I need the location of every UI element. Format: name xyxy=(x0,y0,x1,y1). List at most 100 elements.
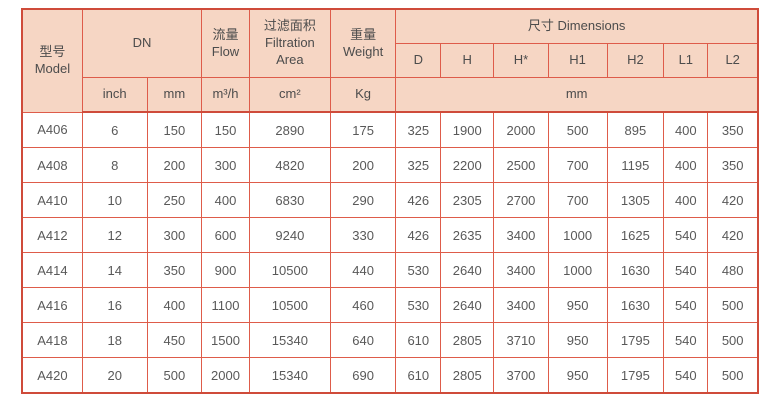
cell-flow: 600 xyxy=(201,217,250,253)
cell-dim-h: 2640 xyxy=(440,287,495,323)
cell-dim-d: 426 xyxy=(395,217,442,253)
table-header: 型号 Model DN 流量 Flow 过滤面积 Filtration Area… xyxy=(21,8,759,113)
cell-dim-l2: 500 xyxy=(707,287,759,323)
header-dn: DN xyxy=(81,8,203,78)
unit-inch: inch xyxy=(81,77,148,113)
header-filtration-area: 过滤面积 Filtration Area xyxy=(248,8,331,78)
cell-dim-hstar: 3700 xyxy=(493,357,549,394)
cell-weight: 175 xyxy=(329,111,397,148)
header-dim-hstar: H* xyxy=(493,43,549,78)
cell-dim-d: 325 xyxy=(395,111,442,148)
cell-dim-l2: 420 xyxy=(707,182,759,218)
cell-model: A418 xyxy=(21,322,83,358)
header-dim-h2: H2 xyxy=(606,43,665,78)
cell-dim-h2: 1795 xyxy=(606,322,665,358)
cell-flow: 900 xyxy=(201,252,250,288)
cell-filtration-area: 9240 xyxy=(248,217,331,253)
cell-dim-hstar: 3710 xyxy=(493,322,549,358)
cell-dim-h1: 1000 xyxy=(547,252,608,288)
cell-model: A412 xyxy=(21,217,83,253)
cell-dim-l2: 350 xyxy=(707,147,759,183)
header-weight-cn: 重量 xyxy=(350,26,377,42)
cell-dim-hstar: 2500 xyxy=(493,147,549,183)
cell-weight: 290 xyxy=(329,182,397,218)
cell-dim-l1: 540 xyxy=(663,252,709,288)
header-filtration-cn: 过滤面积 xyxy=(263,18,316,34)
cell-dim-h1: 500 xyxy=(547,111,608,148)
cell-flow: 2000 xyxy=(201,357,250,394)
cell-dim-h1: 950 xyxy=(547,357,608,394)
cell-dim-hstar: 3400 xyxy=(493,287,549,323)
header-dimensions: 尺寸 Dimensions xyxy=(395,8,759,44)
cell-dim-hstar: 2000 xyxy=(493,111,549,148)
cell-flow: 1100 xyxy=(201,287,250,323)
table-row: A408 8 200 300 4820 200 325 2200 2500 70… xyxy=(21,147,759,183)
header-filtration-en: Filtration Area xyxy=(264,35,315,67)
cell-dn-inch: 6 xyxy=(81,111,148,148)
cell-dim-h: 2640 xyxy=(440,252,495,288)
cell-filtration-area: 6830 xyxy=(248,182,331,218)
cell-flow: 1500 xyxy=(201,322,250,358)
header-model-en: Model xyxy=(34,60,71,76)
cell-dim-h: 2805 xyxy=(440,322,495,358)
cell-dim-h1: 950 xyxy=(547,287,608,323)
cell-dim-h2: 1795 xyxy=(606,357,665,394)
cell-dim-l2: 500 xyxy=(707,357,759,394)
cell-dn-inch: 20 xyxy=(81,357,148,394)
cell-dn-mm: 500 xyxy=(146,357,203,394)
cell-weight: 690 xyxy=(329,357,397,394)
cell-dim-l1: 540 xyxy=(663,322,709,358)
cell-weight: 640 xyxy=(329,322,397,358)
header-dim-l2: L2 xyxy=(707,43,759,78)
table-row: A420 20 500 2000 15340 690 610 2805 3700… xyxy=(21,357,759,394)
cell-dim-l1: 540 xyxy=(663,217,709,253)
header-flow-en: Flow xyxy=(211,43,240,59)
cell-filtration-area: 2890 xyxy=(248,111,331,148)
cell-dim-hstar: 3400 xyxy=(493,252,549,288)
cell-dn-inch: 16 xyxy=(81,287,148,323)
cell-model: A410 xyxy=(21,182,83,218)
cell-filtration-area: 10500 xyxy=(248,252,331,288)
table-row: A416 16 400 1100 10500 460 530 2640 3400… xyxy=(21,287,759,323)
cell-dn-mm: 450 xyxy=(146,322,203,358)
cell-dim-d: 530 xyxy=(395,287,442,323)
cell-dim-h: 1900 xyxy=(440,111,495,148)
unit-weight: Kg xyxy=(329,77,397,113)
table-row: A410 10 250 400 6830 290 426 2305 2700 7… xyxy=(21,182,759,218)
cell-model: A406 xyxy=(21,111,83,148)
cell-dn-mm: 250 xyxy=(146,182,203,218)
cell-filtration-area: 15340 xyxy=(248,357,331,394)
cell-dn-mm: 150 xyxy=(146,111,203,148)
cell-dn-mm: 350 xyxy=(146,252,203,288)
header-dim-d: D xyxy=(395,43,442,78)
header-row-dims: D H H* H1 H2 L1 L2 xyxy=(22,43,759,78)
cell-dim-l2: 500 xyxy=(707,322,759,358)
table-row: A412 12 300 600 9240 330 426 2635 3400 1… xyxy=(21,217,759,253)
cell-weight: 200 xyxy=(329,147,397,183)
cell-dn-inch: 8 xyxy=(81,147,148,183)
header-dim-h: H xyxy=(440,43,495,78)
cell-dim-l2: 480 xyxy=(707,252,759,288)
header-row-groups: 型号 Model DN 流量 Flow 过滤面积 Filtration Area… xyxy=(21,8,759,113)
cell-dim-h2: 1195 xyxy=(606,147,665,183)
unit-dimensions-mm: mm xyxy=(395,77,759,113)
cell-dn-mm: 400 xyxy=(146,287,203,323)
header-dim-l1: L1 xyxy=(663,43,709,78)
cell-dim-l2: 420 xyxy=(707,217,759,253)
cell-dn-inch: 10 xyxy=(81,182,148,218)
cell-dim-l1: 540 xyxy=(663,287,709,323)
cell-dim-h1: 950 xyxy=(547,322,608,358)
header-row-units: inch mm m³/h cm² Kg mm xyxy=(22,77,759,113)
cell-dim-l1: 540 xyxy=(663,357,709,394)
cell-dim-hstar: 3400 xyxy=(493,217,549,253)
header-weight: 重量 Weight xyxy=(329,8,397,78)
cell-dim-h2: 1630 xyxy=(606,252,665,288)
cell-model: A414 xyxy=(21,252,83,288)
header-model: 型号 Model xyxy=(21,8,83,113)
cell-dim-l1: 400 xyxy=(663,111,709,148)
cell-dim-h: 2805 xyxy=(440,357,495,394)
cell-dim-h: 2635 xyxy=(440,217,495,253)
cell-dim-d: 530 xyxy=(395,252,442,288)
cell-weight: 330 xyxy=(329,217,397,253)
cell-dim-h: 2200 xyxy=(440,147,495,183)
